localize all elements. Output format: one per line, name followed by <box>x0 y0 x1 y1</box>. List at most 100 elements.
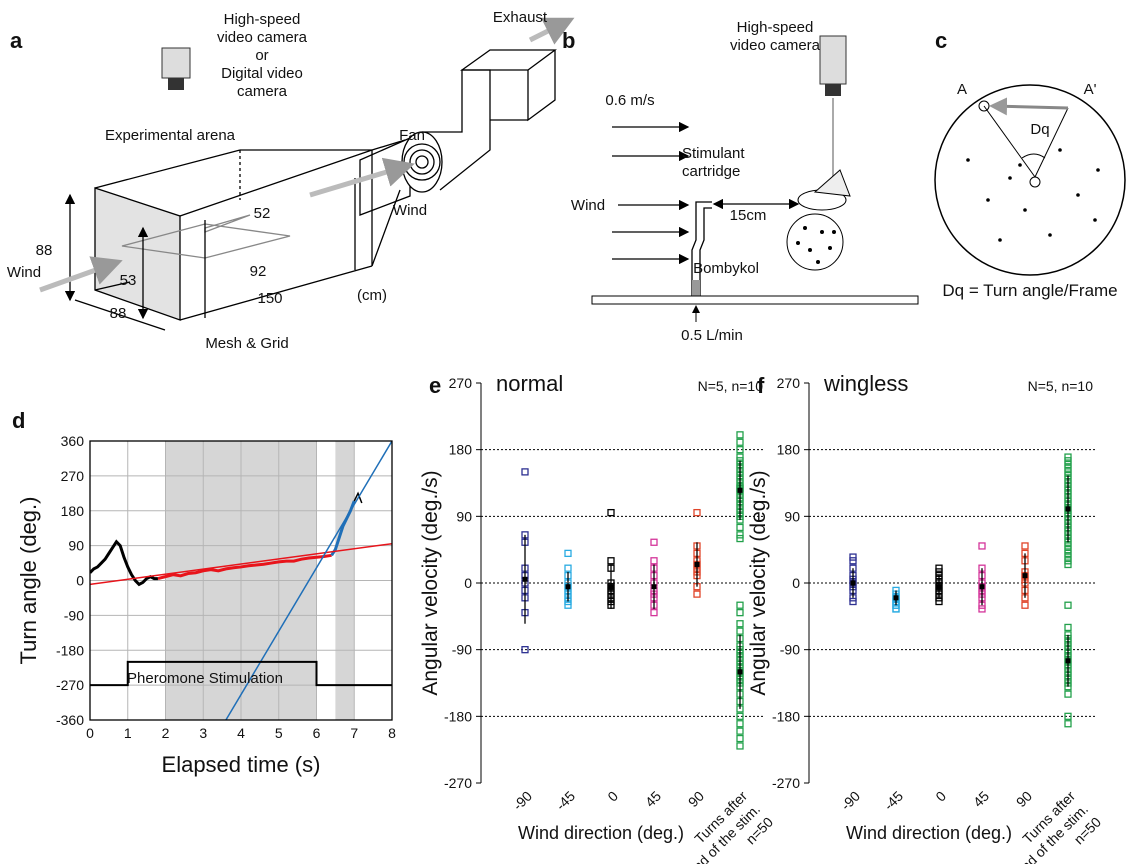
data-point <box>1064 468 1072 476</box>
y-tick-label: 270 <box>61 468 85 484</box>
data-point <box>693 508 701 517</box>
y-tick-label: -90 <box>452 642 472 658</box>
y-tick-label: -180 <box>772 708 800 724</box>
label: Wind <box>7 264 41 281</box>
y-tick-label: 0 <box>792 575 800 591</box>
y-tick-label: 90 <box>784 508 800 524</box>
data-point <box>650 538 658 546</box>
label: video camera <box>217 29 308 46</box>
turn-arrow <box>989 97 1069 116</box>
data-point <box>736 720 744 728</box>
x-axis-label: Elapsed time (s) <box>162 752 321 777</box>
x-tick-label: 0 <box>604 788 621 805</box>
data-point <box>1064 457 1072 465</box>
y-tick-label: -270 <box>444 775 472 791</box>
y-tick-label: 270 <box>449 375 473 391</box>
data-point <box>1064 453 1072 461</box>
data-point <box>736 431 744 439</box>
label: 52 <box>254 205 271 222</box>
mean-marker <box>608 584 614 590</box>
definition: Dq = Turn angle/Frame <box>942 281 1117 300</box>
exhaust-arrow <box>528 17 575 45</box>
label: 0.5 L/min <box>681 327 743 344</box>
mean-marker <box>565 584 571 590</box>
data-point <box>564 549 572 558</box>
data-point <box>1064 542 1072 550</box>
mean-marker <box>737 487 743 493</box>
x-tick-label: -45 <box>880 788 906 814</box>
data-point <box>693 590 701 598</box>
x-tick-label: -90 <box>837 788 863 814</box>
data-point <box>1064 690 1072 698</box>
chart-d: 0 1 2 3 4 5 6 7 8 -360 -270 -180 -90 0 90 180 270 360 Pher… <box>12 408 396 777</box>
plot-frame <box>89 440 393 721</box>
data-point <box>935 597 943 606</box>
data-point <box>736 627 744 635</box>
label: Bombykol <box>693 260 759 277</box>
label: 15cm <box>730 207 767 224</box>
y-tick-label: 0 <box>76 573 84 589</box>
mean-marker <box>737 669 743 675</box>
label: 88 <box>110 305 127 322</box>
data-line <box>353 491 363 504</box>
label: Experimental arena <box>105 127 236 144</box>
data-point <box>978 605 986 613</box>
data-point <box>892 605 900 613</box>
data-point <box>1064 553 1072 561</box>
y-axis-label: Turn angle (deg.) <box>16 497 41 665</box>
data-point <box>1064 557 1072 565</box>
grid-dots <box>966 148 1100 242</box>
ray <box>983 105 1036 178</box>
x-axis-label: Wind direction (deg.) <box>518 823 684 843</box>
data-point <box>736 534 744 543</box>
wind-arrows <box>612 121 690 265</box>
y-axis-label: Angular velocity (deg./s) <box>419 470 442 695</box>
label: or <box>255 47 268 64</box>
panel-letter: e <box>429 373 441 398</box>
data-point <box>1064 720 1072 728</box>
label: Wind <box>393 202 427 219</box>
y-tick-label: -270 <box>772 775 800 791</box>
data-point <box>1064 546 1072 554</box>
x-tick-label: 8 <box>388 725 396 741</box>
data-point <box>736 734 744 743</box>
x-tick-label: 2 <box>162 725 170 741</box>
data-point <box>564 601 572 609</box>
y-tick-label: 180 <box>449 442 473 458</box>
mean-marker <box>936 584 942 590</box>
label: 150 <box>257 290 282 307</box>
y-tick-label: 270 <box>777 375 801 391</box>
y-axis-label: Angular velocity (deg./s) <box>747 470 770 695</box>
annotation: N=5, n=10 <box>698 378 764 394</box>
data-point <box>736 727 744 735</box>
data-point <box>849 553 857 561</box>
y-tick-label: -180 <box>56 642 84 658</box>
data-point <box>1064 623 1072 632</box>
panel-c: c A A' Dq Dq = Turn angle/Frame <box>934 28 1126 300</box>
wind-tunnel <box>64 49 557 331</box>
x-tick-label: 45 <box>642 788 664 810</box>
annotation: N=5, n=10 <box>1028 378 1094 394</box>
label: A <box>957 81 967 98</box>
data-point <box>849 557 857 565</box>
annotation: Pheromone Stimulation <box>127 670 283 687</box>
mean-marker <box>1065 506 1071 512</box>
x-tick-label: 0 <box>86 725 94 741</box>
data-line <box>90 542 392 586</box>
center <box>1029 176 1041 188</box>
panel-letter: c <box>935 28 947 53</box>
x-tick-label: 45 <box>970 788 992 810</box>
angle-arc <box>1021 153 1046 159</box>
y-tick-label: -90 <box>780 642 800 658</box>
panel-a: a High-speed video camera or Digital vid… <box>7 9 575 352</box>
data-line <box>157 553 332 581</box>
bombykol <box>692 280 700 302</box>
x-tick-label: 5 <box>275 725 283 741</box>
panel-b: b High-speed video camera 0.6 m/s Wind S… <box>562 19 919 344</box>
chart-title: normal <box>496 371 563 396</box>
data-point <box>736 712 744 720</box>
x-tick-label: -90 <box>509 788 535 814</box>
data-point <box>892 605 900 613</box>
mean-marker <box>850 580 856 586</box>
